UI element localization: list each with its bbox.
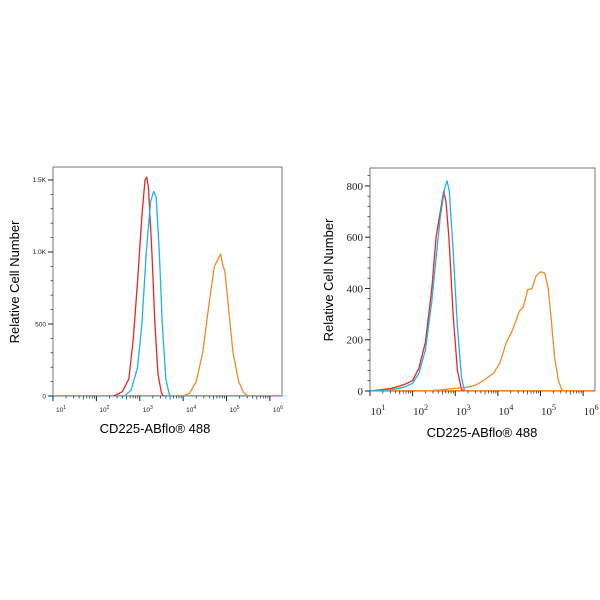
plot-frame xyxy=(52,166,283,397)
y-tick-label: 200 xyxy=(347,335,364,347)
x-tick-label: 104 xyxy=(186,405,196,414)
y-tick-label: 0 xyxy=(358,386,364,398)
histogram-series-2 xyxy=(425,271,565,392)
x-tick-label: 105 xyxy=(230,405,240,414)
x-tick-label: 102 xyxy=(99,405,109,414)
y-tick-label: 400 xyxy=(347,283,364,295)
x-tick-label: 104 xyxy=(498,403,513,418)
histogram-series-2 xyxy=(182,253,249,397)
x-tick-label: 103 xyxy=(456,403,471,418)
x-tick-label: 106 xyxy=(273,405,283,414)
right-histogram: CD225-ABflo® 488 Relative Cell Number 10… xyxy=(321,167,599,440)
x-tick-label: 105 xyxy=(541,403,556,418)
histogram-series-1 xyxy=(124,190,172,397)
x-axis-title: CD225-ABflo® 488 xyxy=(100,421,211,436)
y-tick-label: 0 xyxy=(42,393,46,400)
x-axis-title: CD225-ABflo® 488 xyxy=(427,425,538,440)
histogram-series-0 xyxy=(113,176,165,397)
left-histogram: CD225-ABflo® 488 Relative Cell Number 10… xyxy=(7,166,283,436)
x-tick-label: 101 xyxy=(56,405,66,414)
histogram-series-0 xyxy=(369,190,465,392)
y-tick-label: 600 xyxy=(347,232,364,244)
x-tick-label: 106 xyxy=(584,403,599,418)
x-tick-label: 101 xyxy=(371,403,386,418)
y-tick-label: 1.0K xyxy=(33,249,47,256)
y-tick-label: 500 xyxy=(35,321,46,328)
y-tick-label: 800 xyxy=(347,181,364,193)
plot-frame xyxy=(369,167,596,392)
y-tick-label: 1.5K xyxy=(33,177,47,184)
histogram-series-1 xyxy=(369,180,466,392)
y-axis-title: Relative Cell Number xyxy=(7,220,22,343)
y-axis-title: Relative Cell Number xyxy=(321,218,336,341)
x-tick-label: 102 xyxy=(413,403,428,418)
x-tick-label: 103 xyxy=(143,405,153,414)
